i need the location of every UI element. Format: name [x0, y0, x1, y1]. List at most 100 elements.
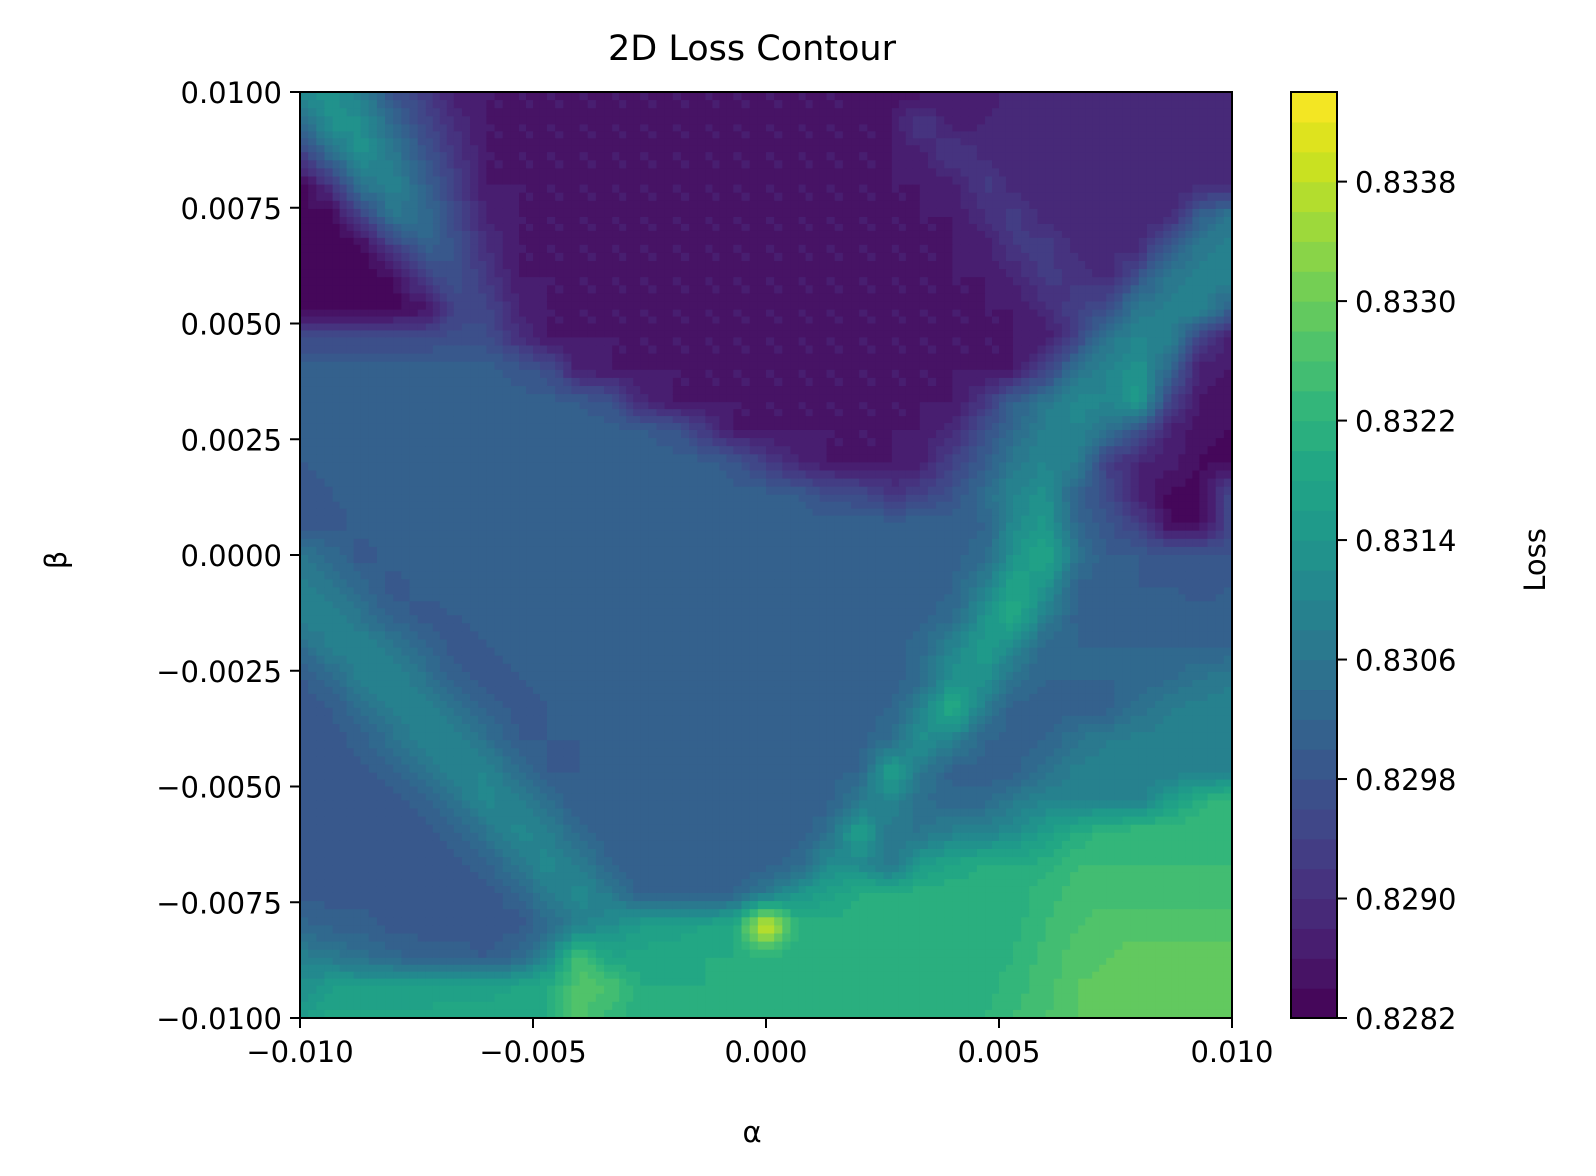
- contour-cell: [604, 361, 613, 371]
- contour-cell: [470, 394, 479, 403]
- contour-cell: [1130, 293, 1140, 303]
- contour-cell: [478, 330, 488, 338]
- contour-cell: [1178, 200, 1186, 210]
- contour-cell: [726, 361, 734, 371]
- contour-cell: [790, 386, 800, 395]
- contour-cell: [1053, 145, 1063, 153]
- contour-cell: [439, 184, 448, 194]
- contour-cell: [332, 230, 341, 239]
- contour-cell: [834, 386, 844, 395]
- contour-cell: [867, 168, 877, 178]
- contour-cell: [1185, 337, 1193, 347]
- contour-cell: [393, 208, 402, 218]
- contour-cell: [385, 223, 394, 232]
- contour-cell: [968, 353, 978, 363]
- contour-cell: [1192, 192, 1200, 202]
- contour-cell: [519, 145, 527, 153]
- contour-cell: [1122, 244, 1132, 254]
- contour-cell: [851, 330, 860, 338]
- contour-cell: [927, 124, 937, 132]
- contour-cell: [1070, 323, 1079, 332]
- contour-cell: [1037, 386, 1047, 395]
- contour-cell: [510, 285, 520, 294]
- contour-cell: [1085, 377, 1093, 387]
- contour-cell: [705, 131, 714, 139]
- contour-cell: [640, 293, 649, 303]
- contour-cell: [300, 293, 309, 303]
- contour-cell: [766, 230, 775, 239]
- contour-cell: [672, 108, 682, 117]
- contour-cell: [648, 323, 658, 332]
- contour-cell: [664, 361, 674, 371]
- contour-cell: [626, 223, 634, 232]
- contour-cell: [502, 92, 512, 101]
- contour-cell: [1171, 217, 1180, 225]
- contour-cell: [360, 176, 370, 186]
- contour-cell: [1138, 145, 1148, 153]
- contour-cell: [712, 100, 720, 109]
- contour-cell: [1021, 269, 1030, 278]
- contour-cell: [1215, 337, 1225, 347]
- contour-cell: [719, 337, 727, 347]
- contour-cell: [648, 345, 658, 355]
- contour-cell: [952, 301, 962, 311]
- contour-cell: [936, 230, 945, 239]
- contour-cell: [774, 237, 783, 246]
- contour-cell: [1192, 108, 1200, 117]
- contour-cell: [1099, 92, 1107, 101]
- contour-cell: [612, 223, 620, 232]
- contour-cell: [539, 337, 548, 347]
- contour-cell: [883, 285, 893, 294]
- contour-cell: [555, 277, 564, 286]
- contour-cell: [393, 293, 402, 303]
- contour-cell: [1021, 116, 1030, 126]
- contour-cell: [826, 116, 836, 126]
- contour-cell: [968, 138, 978, 146]
- contour-cell: [790, 230, 800, 239]
- contour-cell: [927, 208, 937, 218]
- contour-cell: [446, 261, 455, 270]
- contour-cell: [539, 217, 548, 225]
- contour-cell: [640, 416, 649, 424]
- contour-cell: [1092, 309, 1100, 318]
- contour-cell: [719, 277, 727, 286]
- contour-cell: [798, 361, 807, 371]
- contour-cell: [1138, 323, 1148, 332]
- contour-cell: [976, 394, 986, 403]
- contour-cell: [819, 285, 828, 294]
- contour-cell: [1106, 116, 1115, 126]
- contour-cell: [851, 168, 860, 178]
- contour-cell: [1078, 361, 1086, 371]
- contour-cell: [1138, 345, 1148, 355]
- contour-cell: [905, 116, 914, 126]
- contour-cell: [1192, 244, 1200, 254]
- contour-cell: [368, 108, 378, 117]
- contour-cell: [705, 176, 714, 186]
- contour-cell: [805, 192, 814, 202]
- contour-cell: [308, 230, 317, 239]
- contour-cell: [425, 369, 434, 379]
- contour-cell: [308, 92, 317, 101]
- contour-cell: [519, 386, 527, 395]
- contour-cell: [519, 108, 527, 117]
- contour-cell: [697, 138, 707, 146]
- contour-cell: [1037, 345, 1047, 355]
- contour-cell: [633, 323, 641, 332]
- contour-cell: [985, 316, 993, 325]
- contour-cell: [619, 176, 627, 186]
- contour-cell: [992, 100, 1000, 109]
- contour-cell: [1061, 386, 1071, 395]
- contour-cell: [790, 131, 800, 139]
- contour-cell: [1207, 160, 1217, 169]
- contour-cell: [587, 337, 597, 347]
- contour-cell: [733, 323, 743, 332]
- contour-cell: [409, 386, 419, 395]
- contour-cell: [1146, 192, 1156, 202]
- contour-cell: [766, 237, 775, 246]
- contour-cell: [604, 160, 613, 169]
- contour-cell: [927, 337, 937, 347]
- contour-cell: [1078, 369, 1086, 379]
- contour-cell: [1085, 369, 1093, 379]
- contour-cell: [1005, 301, 1014, 311]
- contour-cell: [546, 285, 556, 294]
